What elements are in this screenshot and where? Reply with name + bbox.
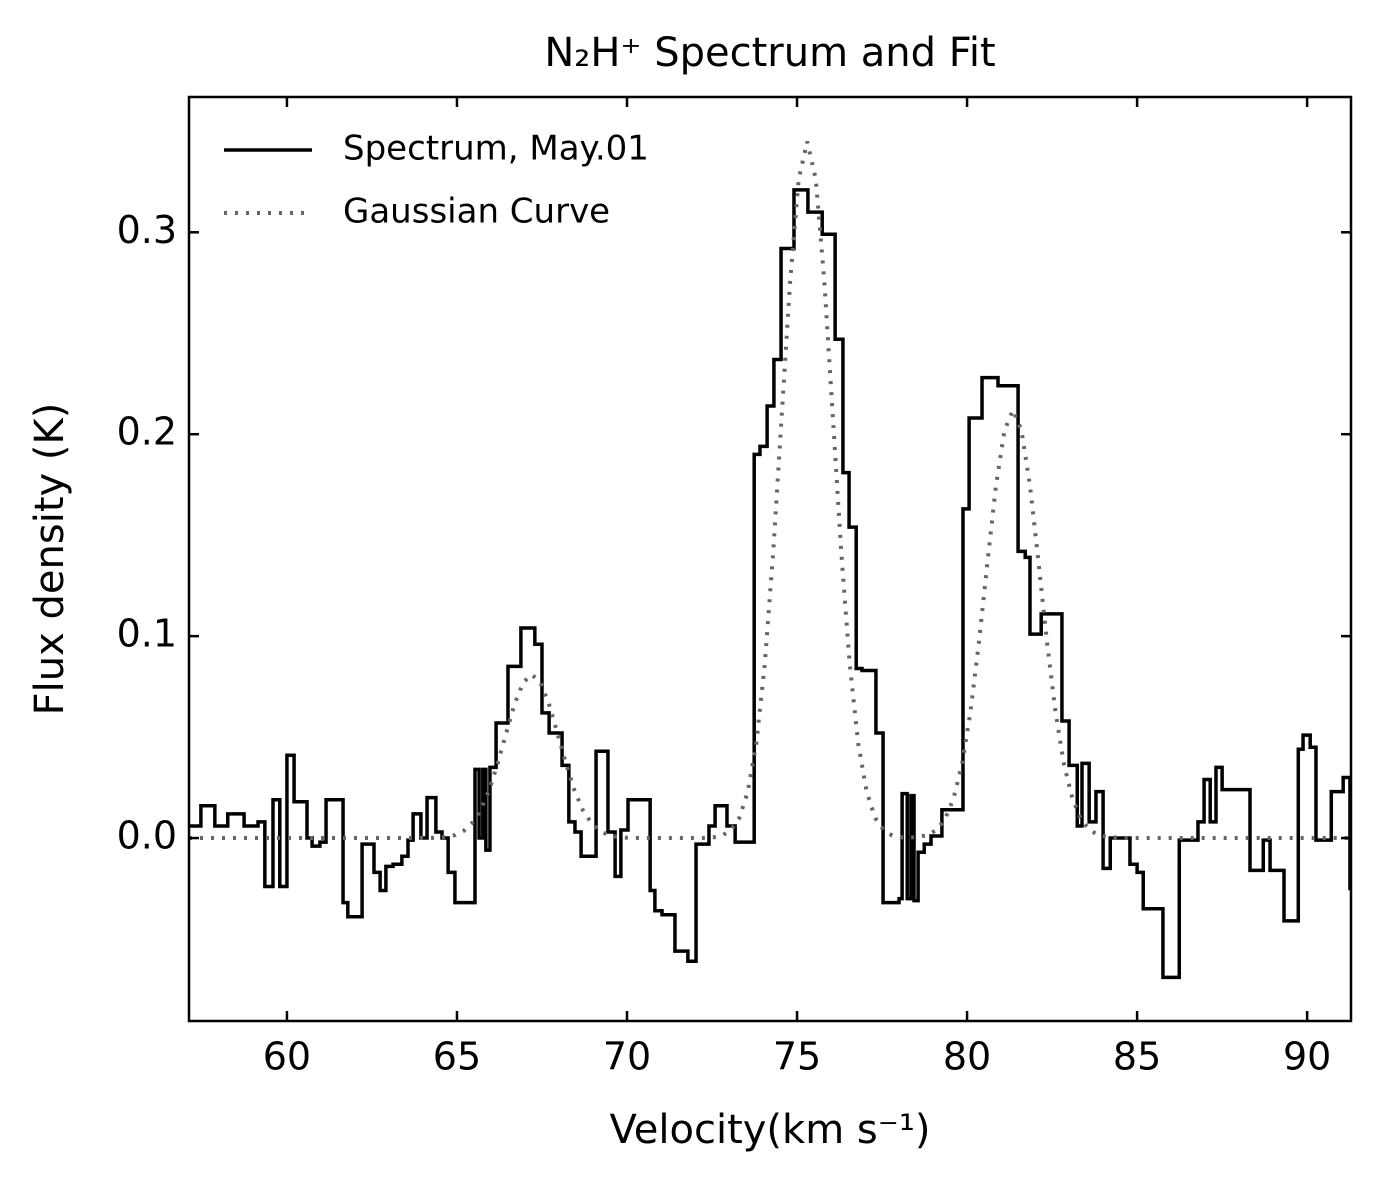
x-tick-label: 85: [1113, 1035, 1161, 1079]
x-tick-label: 65: [433, 1035, 481, 1079]
axes-frame: [187, 95, 1353, 1023]
y-tick-label: 0.1: [117, 612, 177, 656]
legend-label: Spectrum, May.01: [343, 129, 649, 169]
y-tick-label: 0.2: [117, 410, 177, 454]
x-tick-label: 75: [773, 1035, 821, 1079]
x-tick-label: 90: [1283, 1035, 1331, 1079]
legend-label: Gaussian Curve: [343, 192, 610, 232]
plot-area: [189, 140, 1351, 980]
fit-curve: [189, 140, 1351, 841]
chart-title: N₂H⁺ Spectrum and Fit: [544, 30, 995, 76]
y-axis-label: Flux density (K): [27, 403, 73, 716]
x-tick-label: 60: [263, 1035, 311, 1079]
x-tick-label: 80: [943, 1035, 991, 1079]
spectrum-line: [189, 188, 1351, 980]
x-tick-label: 70: [603, 1035, 651, 1079]
y-tick-label: 0.3: [117, 208, 177, 252]
y-tick-label: 0.0: [117, 814, 177, 858]
x-axis-label: Velocity(km s⁻¹): [610, 1107, 931, 1153]
